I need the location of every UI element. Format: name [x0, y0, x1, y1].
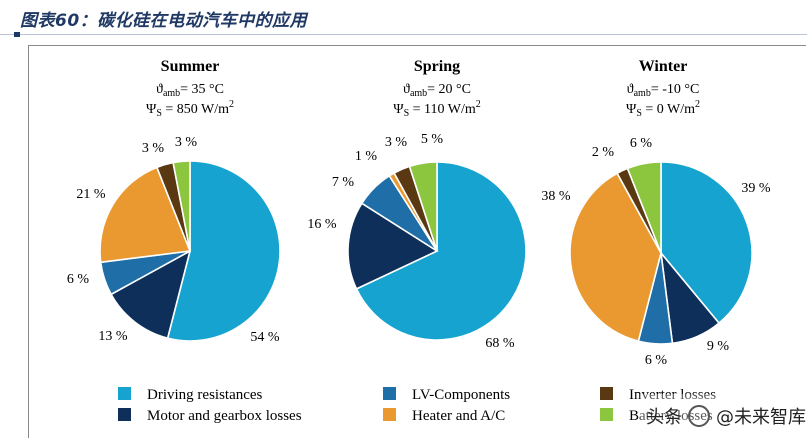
slice-label-heater: 21 %	[76, 187, 106, 202]
legend-label: Motor and gearbox losses	[147, 408, 302, 424]
legend-item-lv: LV-Components	[383, 387, 510, 403]
title-mark	[14, 32, 20, 37]
legend-swatch	[383, 408, 396, 421]
pie-winter: Winter ϑamb= -10 °CΨS = 0 W/m2 39 % 9 % 6 % 3…	[541, 58, 771, 368]
pie-title: Winter	[639, 58, 688, 75]
legend-swatch	[118, 408, 131, 421]
slice-label-battery: 5 %	[421, 132, 444, 147]
solar-irradiance: ΨS = 110 W/m2	[393, 99, 481, 119]
solar-irradiance: ΨS = 0 W/m2	[626, 99, 700, 119]
slice-label-heater: 38 %	[541, 189, 571, 204]
legend-item-heater: Heater and A/C	[383, 408, 505, 424]
legend-label: Inverter losses	[629, 387, 716, 403]
slice-battery	[626, 161, 662, 254]
ambient-temperature: ϑamb= 20 °C	[403, 82, 471, 99]
ambient-temperature: ϑamb= 35 °C	[156, 82, 224, 99]
slice-label-heater: 1 %	[355, 149, 378, 164]
legend-item-driving: Driving resistances	[118, 387, 263, 403]
slice-label-motor: 16 %	[307, 217, 337, 232]
slice-heater	[569, 172, 662, 343]
legend-label: Driving resistances	[147, 387, 263, 403]
slice-heater	[99, 166, 192, 264]
slice-battery	[172, 160, 191, 252]
legend-label: Heater and A/C	[412, 408, 505, 424]
watermark-prefix: 头条	[646, 407, 682, 428]
legend-item-inverter: Inverter losses	[600, 387, 716, 403]
chart-frame	[28, 45, 806, 438]
slice-label-battery: 3 %	[175, 135, 198, 150]
slice-label-lv: 7 %	[332, 175, 355, 190]
slice-driving	[166, 160, 281, 342]
slice-motor	[110, 249, 192, 340]
solar-irradiance: ΨS = 850 W/m2	[146, 99, 234, 119]
slice-label-motor: 13 %	[98, 329, 128, 344]
slice-driving	[355, 161, 527, 341]
legend-swatch	[383, 387, 396, 400]
watermark-logo-icon	[688, 405, 710, 427]
legend-swatch	[118, 387, 131, 400]
slice-battery	[408, 161, 438, 252]
legend-item-motor: Motor and gearbox losses	[118, 408, 302, 424]
slice-label-driving: 68 %	[485, 336, 515, 351]
slice-label-driving: 39 %	[741, 181, 771, 196]
slice-label-inverter: 3 %	[385, 135, 408, 150]
slice-label-battery: 6 %	[630, 136, 653, 151]
figure-title: 图表60：碳化硅在电动汽车中的应用	[20, 11, 308, 31]
pie-spring: Spring ϑamb= 20 °CΨS = 110 W/m2 68 % 16 % 7 …	[307, 58, 527, 351]
title-rule	[0, 34, 807, 35]
legend-swatch	[600, 408, 613, 421]
slice-label-driving: 54 %	[250, 330, 280, 345]
slice-label-inverter: 2 %	[592, 145, 615, 160]
watermark-handle: @未来智库	[716, 407, 806, 428]
slice-label-lv: 6 %	[645, 353, 668, 368]
legend-swatch	[600, 387, 613, 400]
slice-driving	[660, 161, 753, 325]
pie-title: Spring	[414, 58, 460, 75]
slice-label-lv: 6 %	[67, 272, 90, 287]
slice-motor	[347, 202, 439, 290]
slice-label-motor: 9 %	[707, 339, 730, 354]
pie-summer: Summer ϑamb= 35 °CΨS = 850 W/m2 54 % 13 % 6 …	[67, 58, 281, 345]
pie-title: Summer	[161, 58, 220, 75]
legend-label: LV-Components	[412, 387, 510, 403]
watermark: 头条 @未来智库	[640, 394, 807, 438]
ambient-temperature: ϑamb= -10 °C	[627, 82, 700, 99]
slice-label-inverter: 3 %	[142, 141, 165, 156]
